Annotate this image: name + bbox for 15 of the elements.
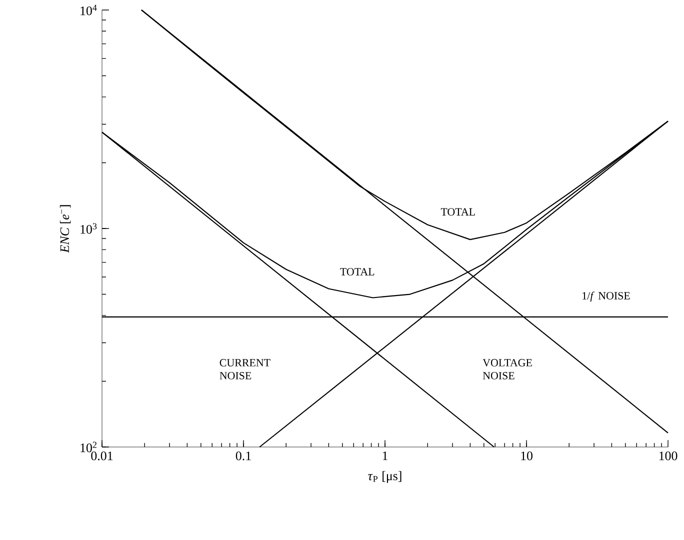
x-tick-label: 1 <box>382 452 388 460</box>
annotation: 1/f NOISE <box>582 292 630 302</box>
y-axis-title: ENC [e$^{−}$] <box>60 205 71 253</box>
x-tick-label: 0.1 <box>236 452 251 460</box>
y-tick-label: 10$^{2}$ <box>80 442 96 452</box>
x-tick-label: 10 <box>521 452 532 460</box>
x-axis-title: τ$_{P}$ [μs] <box>368 471 402 483</box>
annotation: TOTAL <box>340 268 374 276</box>
annotation: VOLTAGE NOISE <box>482 359 532 380</box>
annotation: CURRENT NOISE <box>220 359 270 380</box>
x-tick-label: 100 <box>659 452 678 460</box>
annotation: TOTAL <box>440 208 475 216</box>
y-tick-label: 10$^{3}$ <box>80 223 97 234</box>
x-tick-label: 0.01 <box>91 452 113 460</box>
y-tick-label: 10$^{4}$ <box>80 4 97 16</box>
